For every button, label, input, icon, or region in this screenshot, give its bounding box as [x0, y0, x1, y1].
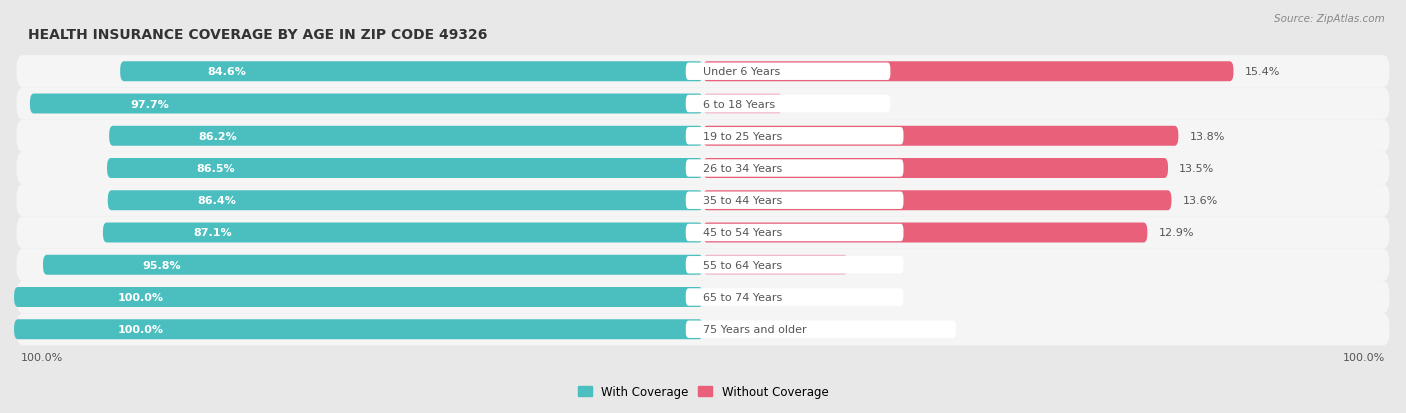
FancyBboxPatch shape	[108, 191, 703, 211]
FancyBboxPatch shape	[17, 120, 1389, 152]
FancyBboxPatch shape	[44, 255, 703, 275]
FancyBboxPatch shape	[703, 255, 848, 275]
Text: Under 6 Years: Under 6 Years	[703, 67, 780, 77]
FancyBboxPatch shape	[110, 126, 703, 146]
FancyBboxPatch shape	[30, 94, 703, 114]
Text: Source: ZipAtlas.com: Source: ZipAtlas.com	[1274, 14, 1385, 24]
Text: 75 Years and older: 75 Years and older	[703, 325, 807, 335]
FancyBboxPatch shape	[686, 160, 904, 177]
Text: 13.8%: 13.8%	[1189, 131, 1225, 141]
Text: 95.8%: 95.8%	[142, 260, 180, 270]
Text: 12.9%: 12.9%	[1159, 228, 1194, 238]
FancyBboxPatch shape	[686, 321, 956, 338]
Text: 84.6%: 84.6%	[208, 67, 246, 77]
Text: 86.4%: 86.4%	[197, 196, 236, 206]
Text: 45 to 54 Years: 45 to 54 Years	[703, 228, 782, 238]
Text: 100.0%: 100.0%	[21, 353, 63, 363]
FancyBboxPatch shape	[17, 185, 1389, 217]
FancyBboxPatch shape	[703, 94, 782, 114]
FancyBboxPatch shape	[17, 281, 1389, 313]
FancyBboxPatch shape	[17, 217, 1389, 249]
FancyBboxPatch shape	[17, 88, 1389, 120]
Text: 87.1%: 87.1%	[193, 228, 232, 238]
FancyBboxPatch shape	[686, 224, 904, 242]
Text: 4.2%: 4.2%	[859, 260, 887, 270]
FancyBboxPatch shape	[17, 249, 1389, 281]
FancyBboxPatch shape	[703, 191, 1171, 211]
Text: 65 to 74 Years: 65 to 74 Years	[703, 292, 782, 302]
Text: 15.4%: 15.4%	[1244, 67, 1279, 77]
FancyBboxPatch shape	[686, 192, 904, 209]
FancyBboxPatch shape	[686, 95, 890, 113]
Text: 6 to 18 Years: 6 to 18 Years	[703, 99, 775, 109]
FancyBboxPatch shape	[686, 289, 904, 306]
Text: 2.3%: 2.3%	[793, 99, 821, 109]
Text: 100.0%: 100.0%	[118, 292, 163, 302]
Text: 100.0%: 100.0%	[1343, 353, 1385, 363]
Text: 26 to 34 Years: 26 to 34 Years	[703, 164, 782, 173]
Text: 0.0%: 0.0%	[751, 292, 779, 302]
FancyBboxPatch shape	[686, 256, 904, 274]
Text: 86.5%: 86.5%	[197, 164, 235, 173]
FancyBboxPatch shape	[103, 223, 703, 243]
Text: 86.2%: 86.2%	[198, 131, 238, 141]
FancyBboxPatch shape	[686, 63, 890, 81]
FancyBboxPatch shape	[703, 126, 1178, 146]
FancyBboxPatch shape	[120, 62, 703, 82]
Text: 13.5%: 13.5%	[1180, 164, 1215, 173]
FancyBboxPatch shape	[14, 320, 703, 339]
Text: 13.6%: 13.6%	[1182, 196, 1218, 206]
Text: 97.7%: 97.7%	[131, 99, 170, 109]
Text: 35 to 44 Years: 35 to 44 Years	[703, 196, 782, 206]
Text: 19 to 25 Years: 19 to 25 Years	[703, 131, 782, 141]
FancyBboxPatch shape	[107, 159, 703, 178]
Text: 100.0%: 100.0%	[118, 325, 163, 335]
Text: 0.0%: 0.0%	[751, 325, 779, 335]
Text: 55 to 64 Years: 55 to 64 Years	[703, 260, 782, 270]
Text: HEALTH INSURANCE COVERAGE BY AGE IN ZIP CODE 49326: HEALTH INSURANCE COVERAGE BY AGE IN ZIP …	[28, 28, 488, 41]
Legend: With Coverage, Without Coverage: With Coverage, Without Coverage	[578, 385, 828, 398]
FancyBboxPatch shape	[703, 62, 1233, 82]
FancyBboxPatch shape	[17, 313, 1389, 346]
FancyBboxPatch shape	[703, 159, 1168, 178]
FancyBboxPatch shape	[17, 56, 1389, 88]
FancyBboxPatch shape	[17, 152, 1389, 185]
FancyBboxPatch shape	[703, 223, 1147, 243]
FancyBboxPatch shape	[686, 128, 904, 145]
FancyBboxPatch shape	[14, 287, 703, 307]
